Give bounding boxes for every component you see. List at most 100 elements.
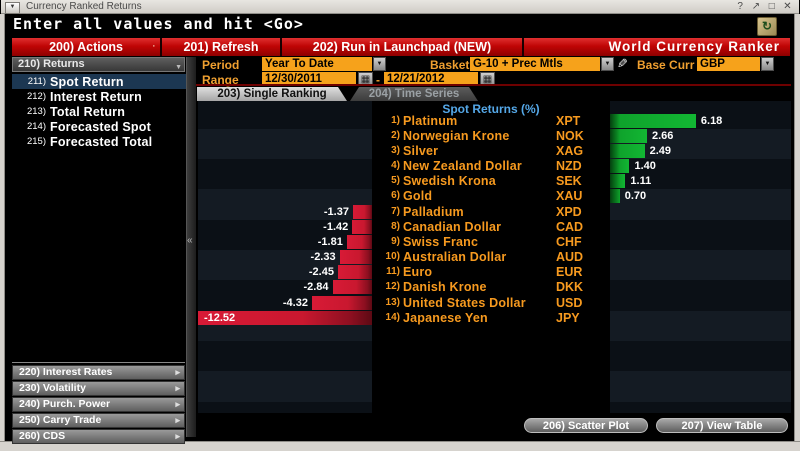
negative-bar[interactable] (197, 310, 372, 325)
sidebar-item-total-return[interactable]: 213) Total Return (12, 104, 192, 119)
export-icon[interactable]: ↻ (757, 17, 777, 36)
currency-ticker[interactable]: AUD (556, 250, 584, 265)
bar-value-label: -1.81 (317, 235, 343, 248)
positive-bar[interactable] (610, 189, 620, 204)
currency-name[interactable]: Platinum (403, 113, 458, 128)
currency-ticker[interactable]: XAG (556, 143, 584, 158)
positive-panel-band (610, 371, 791, 402)
currency-name[interactable]: Japanese Yen (403, 310, 488, 325)
run-in-launchpad-button[interactable]: 202) Run in Launchpad (NEW) (282, 38, 522, 56)
currency-ticker[interactable]: DKK (556, 280, 584, 295)
sidebar-section-carry-trade[interactable]: 250) Carry Trade ▸ (12, 413, 185, 428)
collapse-panel-icon[interactable]: « (187, 235, 193, 246)
negative-bar[interactable] (352, 204, 372, 219)
currency-name[interactable]: Gold (403, 189, 433, 204)
bar-value-label: 1.40 (634, 160, 656, 172)
sidebar-section-interest-rates[interactable]: 220) Interest Rates ▸ (12, 365, 185, 380)
tab-single-ranking[interactable]: 203) Single Ranking (197, 87, 347, 101)
sidebar-item-forecasted-spot[interactable]: 214) Forecasted Spot (12, 119, 192, 134)
currency-ticker[interactable]: CHF (556, 234, 582, 249)
edit-basket-pencil-icon[interactable]: ✎ (617, 56, 628, 71)
positive-bar[interactable] (610, 113, 696, 128)
period-label: Period (202, 58, 240, 72)
currency-name[interactable]: Palladium (403, 204, 464, 219)
tab-time-series[interactable]: 204) Time Series (350, 87, 478, 101)
positive-bar[interactable] (610, 174, 626, 189)
currency-name[interactable]: Australian Dollar (403, 250, 507, 265)
currency-ticker[interactable]: XPD (556, 204, 582, 219)
popout-icon[interactable]: ↗ (751, 1, 762, 12)
negative-bar[interactable] (337, 265, 372, 280)
help-icon[interactable]: ? (737, 1, 744, 12)
range-start-field[interactable]: 12/30/2011 (262, 72, 356, 86)
currency-name[interactable]: New Zealand Dollar (403, 159, 522, 173)
currency-ticker[interactable]: EUR (556, 265, 583, 280)
currency-name[interactable]: Swedish Krona (403, 174, 496, 189)
sidebar-section-purch--power[interactable]: 240) Purch. Power ▸ (12, 397, 185, 412)
rank-label: 11) (386, 266, 400, 278)
basket-field[interactable]: G-10 + Prec Mtls (470, 57, 600, 71)
range-end-field[interactable]: 12/21/2012 (384, 72, 478, 86)
actions-button[interactable]: 200) Actions (12, 38, 160, 56)
negative-bar[interactable] (311, 295, 372, 310)
actions-dropdown-dot-icon: · (152, 40, 156, 52)
currency-ticker[interactable]: NOK (556, 128, 584, 143)
scatter-plot-button[interactable]: 206) Scatter Plot (524, 418, 648, 433)
command-line[interactable]: Enter all values and hit <Go> (13, 15, 304, 33)
currency-name[interactable]: Swiss Franc (403, 234, 479, 249)
section-label: 230) Volatility (19, 382, 86, 394)
sidebar-item-interest-return[interactable]: 212) Interest Return (12, 89, 192, 104)
sidebar-section-volatility[interactable]: 230) Volatility ▸ (12, 381, 185, 396)
window-menu-dropdown-icon[interactable]: ▼ (5, 2, 20, 14)
item-label: Forecasted Spot (50, 120, 151, 134)
negative-bar[interactable] (332, 280, 372, 295)
currency-name[interactable]: Silver (403, 143, 439, 158)
base-curr-dropdown-icon[interactable]: ▼ (761, 57, 774, 71)
period-field[interactable]: Year To Date (262, 57, 372, 71)
section-label: 260) CDS (19, 430, 66, 442)
item-number: 211) (27, 76, 46, 87)
currency-ticker[interactable]: CAD (556, 219, 584, 234)
rank-label: 1) (391, 114, 400, 126)
currency-name[interactable]: Norwegian Krone (403, 128, 510, 143)
currency-ticker[interactable]: USD (556, 295, 583, 310)
currency-name[interactable]: Canadian Dollar (403, 219, 502, 234)
negative-bar[interactable] (339, 250, 372, 265)
currency-ticker[interactable]: JPY (556, 310, 580, 325)
range-label: Range (202, 73, 239, 87)
sidebar-header-label: 210) Returns (18, 58, 85, 70)
basket-dropdown-icon[interactable]: ▼ (601, 57, 614, 71)
sidebar-section-cds[interactable]: 260) CDS ▸ (12, 429, 185, 444)
currency-name[interactable]: Euro (403, 265, 433, 280)
maximize-icon[interactable]: □ (768, 1, 776, 12)
negative-panel-band (198, 159, 372, 190)
refresh-button[interactable]: 201) Refresh (162, 38, 280, 56)
positive-bar[interactable] (610, 159, 630, 173)
currency-name[interactable]: United States Dollar (403, 295, 526, 310)
positive-bar[interactable] (610, 143, 645, 158)
close-icon[interactable]: ✕ (783, 1, 793, 12)
currency-ticker[interactable]: SEK (556, 174, 582, 189)
currency-ticker[interactable]: NZD (556, 159, 582, 173)
window-titlebar: ▼ Currency Ranked Returns ? ↗ □ ✕ (1, 0, 799, 14)
period-dropdown-icon[interactable]: ▼ (373, 57, 386, 71)
currency-name[interactable]: Danish Krone (403, 280, 487, 295)
item-label: Forecasted Total (50, 135, 153, 149)
currency-ticker[interactable]: XPT (556, 113, 581, 128)
chevron-right-icon: ▸ (175, 415, 180, 425)
panel-splitter[interactable]: « (186, 57, 196, 437)
sidebar-item-spot-return[interactable]: 211) Spot Return (12, 74, 192, 89)
chevron-down-icon[interactable]: ▼ (175, 64, 182, 71)
sidebar-header-returns[interactable]: 210) Returns ▼ (12, 57, 185, 72)
base-curr-field[interactable]: GBP (697, 57, 760, 71)
view-table-button[interactable]: 207) View Table (656, 418, 788, 433)
negative-bar[interactable] (346, 234, 372, 249)
positive-bar[interactable] (610, 128, 647, 143)
positive-panel-band (610, 219, 791, 251)
currency-ticker[interactable]: XAU (556, 189, 583, 204)
chevron-right-icon: ▸ (175, 367, 180, 377)
negative-bar[interactable] (352, 219, 372, 234)
range-end-calendar-icon[interactable]: ▦ (480, 72, 495, 86)
sidebar-item-forecasted-total[interactable]: 215) Forecasted Total (12, 134, 192, 149)
